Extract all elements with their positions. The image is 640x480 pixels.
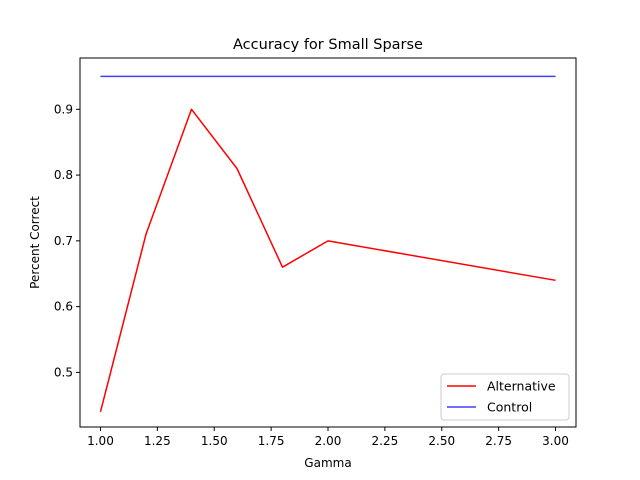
y-tick-label: 0.9 — [54, 102, 73, 116]
legend-entries: Alternative Control — [447, 379, 556, 415]
x-tick-label: 1.00 — [87, 434, 114, 448]
legend-label-alternative: Alternative — [487, 379, 556, 394]
series-line-alternative — [99, 108, 556, 413]
x-tick-label: 1.50 — [201, 434, 228, 448]
x-tick-label: 1.75 — [258, 434, 285, 448]
x-tick-label: 2.00 — [315, 434, 342, 448]
series-layer — [99, 75, 556, 413]
y-tick-label: 0.8 — [54, 168, 73, 182]
x-tick-label: 2.50 — [428, 434, 455, 448]
y-tick-label: 0.7 — [54, 234, 73, 248]
y-tick-label: 0.5 — [54, 365, 73, 379]
x-axis-ticks: 1.00 1.25 1.50 1.75 2.00 2.25 2.50 2.75 3.00 — [87, 427, 569, 448]
x-tick-label: 2.75 — [485, 434, 512, 448]
legend-label-control: Control — [487, 400, 532, 415]
y-axis-ticks: 0.5 0.6 0.7 0.8 0.9 — [54, 102, 80, 379]
x-tick-label: 3.00 — [542, 434, 569, 448]
x-tick-label: 1.25 — [144, 434, 171, 448]
legend: Alternative Control — [440, 373, 570, 421]
x-axis-label: Gamma — [304, 456, 351, 470]
x-tick-label: 2.25 — [372, 434, 399, 448]
chart-title: Accuracy for Small Sparse — [233, 37, 423, 53]
y-tick-label: 0.6 — [54, 300, 73, 314]
y-axis-label: Percent Correct — [28, 196, 42, 289]
